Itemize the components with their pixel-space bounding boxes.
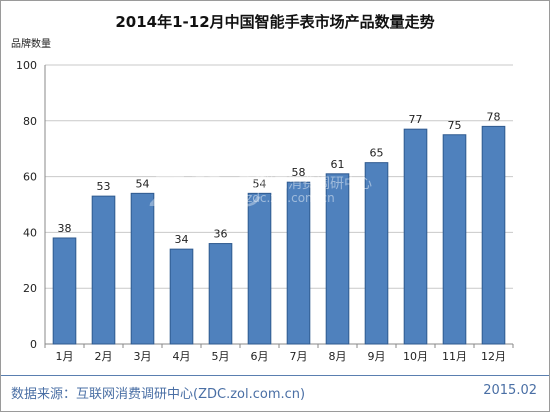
bar [208,243,233,345]
bar-value-label: 38 [58,222,72,235]
x-tick-label: 11月 [442,350,467,363]
bar [442,134,467,345]
x-tick-label: 1月 [56,350,74,363]
bar [169,248,194,345]
bar [286,181,311,345]
bar-value-label: 54 [136,177,150,190]
x-tick-label: 10月 [403,350,428,363]
bar-value-label: 75 [448,119,462,132]
x-tick-label: 9月 [368,350,386,363]
x-tick-label: 7月 [290,350,308,363]
y-tick-label: 20 [23,282,37,295]
bar-chart: 0 20 40 60 80 100 38 1月 53 2月 54 3月 34 4月 36 5月 54 6月 58 7月… [16,59,514,363]
bar [403,128,428,345]
y-tick-label: 0 [30,338,37,351]
bar-value-label: 36 [214,228,228,241]
y-tick-label: 100 [16,59,37,72]
x-tick-label: 12月 [481,350,506,363]
bar-value-label: 53 [97,180,111,193]
bar-value-label: 61 [331,158,345,171]
y-tick-label: 80 [23,115,37,128]
x-tick-label: 4月 [173,350,191,363]
y-axis-label: 品牌数量 [11,39,51,50]
x-tick-label: 5月 [212,350,230,363]
x-tick-label: 8月 [329,350,347,363]
bar-value-label: 65 [370,147,384,160]
x-tick-label: 2月 [95,350,113,363]
footer-source: 数据来源：互联网消费调研中心(ZDC.zol.com.cn) [11,387,306,402]
bar-value-label: 77 [409,113,423,126]
x-tick-label: 3月 [134,350,152,363]
footer-date: 2015.02 [483,383,537,398]
y-tick-label: 60 [23,171,37,184]
bar [364,162,389,345]
bar [481,125,506,345]
bar [325,173,350,345]
bar-value-label: 34 [175,233,189,246]
x-tick-label: 6月 [251,350,269,363]
chart-title: 2014年1-12月中国智能手表市场产品数量走势 [115,13,435,31]
bar-value-label: 54 [253,177,267,190]
bar [247,192,272,345]
bar [52,237,77,345]
y-tick-label: 40 [23,226,37,239]
footer-divider [1,375,549,376]
bar-value-label: 58 [292,166,306,179]
bar [91,195,116,345]
bar [130,192,155,345]
bar-value-label: 78 [487,110,501,123]
